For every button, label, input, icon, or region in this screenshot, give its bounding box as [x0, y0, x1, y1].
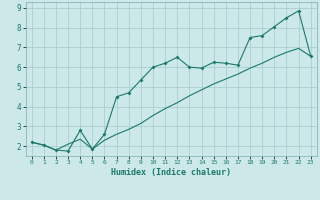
X-axis label: Humidex (Indice chaleur): Humidex (Indice chaleur) [111, 168, 231, 177]
